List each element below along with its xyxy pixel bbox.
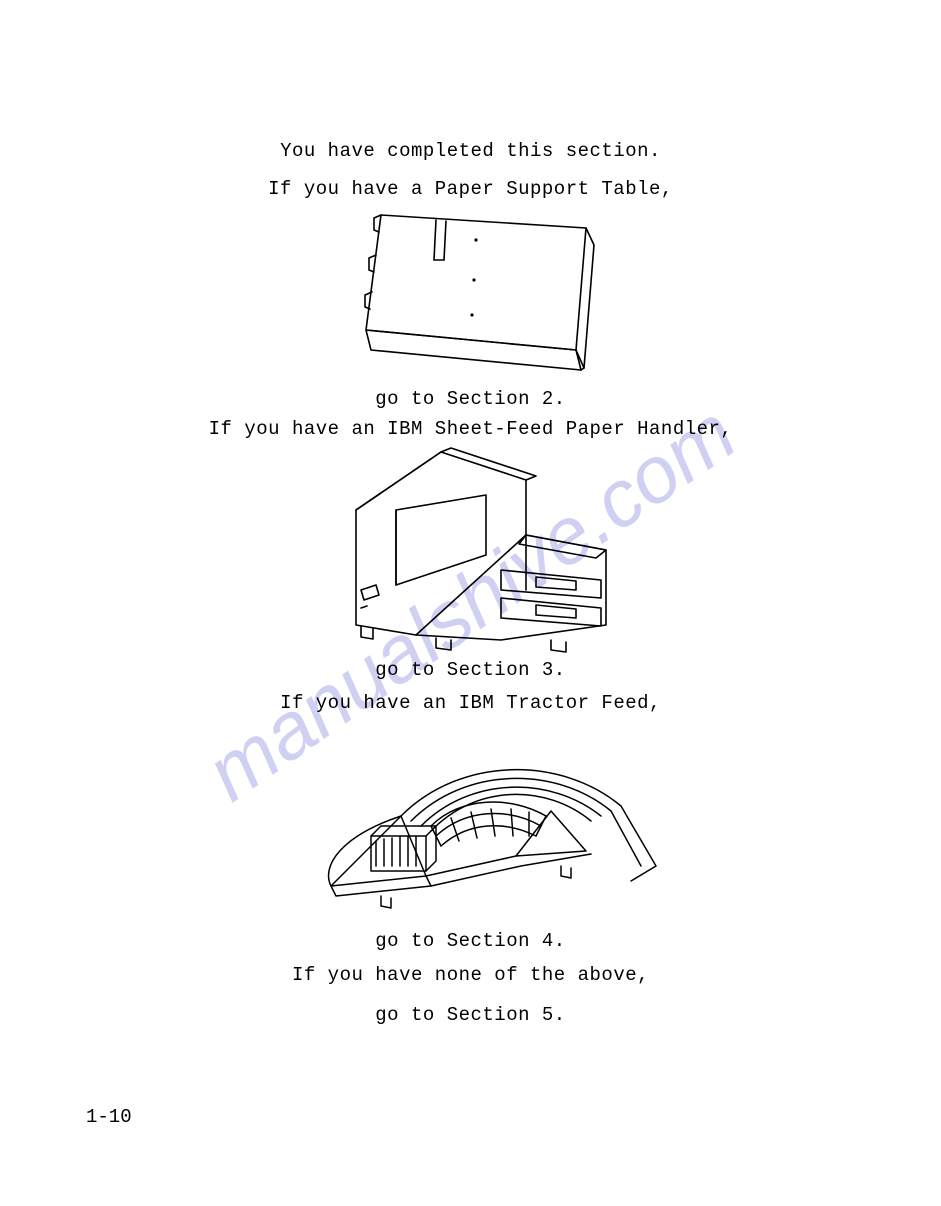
- text-if-paper-support: If you have a Paper Support Table,: [0, 178, 941, 200]
- page-number: 1-10: [86, 1106, 132, 1128]
- figure-tractor-feed: [261, 726, 681, 926]
- text-completed: You have completed this section.: [0, 140, 941, 162]
- text-goto-2: go to Section 2.: [0, 388, 941, 410]
- text-goto-4: go to Section 4.: [0, 930, 941, 952]
- figure-paper-support-table: [326, 200, 616, 385]
- text-if-sheet-feed: If you have an IBM Sheet-Feed Paper Hand…: [0, 418, 941, 440]
- text-if-none: If you have none of the above,: [0, 964, 941, 986]
- text-goto-3: go to Section 3.: [0, 659, 941, 681]
- text-goto-5: go to Section 5.: [0, 1004, 941, 1026]
- text-if-tractor-feed: If you have an IBM Tractor Feed,: [0, 692, 941, 714]
- document-page: manualshive.com You have completed this …: [0, 0, 941, 1206]
- figure-sheet-feed-handler: [301, 440, 641, 658]
